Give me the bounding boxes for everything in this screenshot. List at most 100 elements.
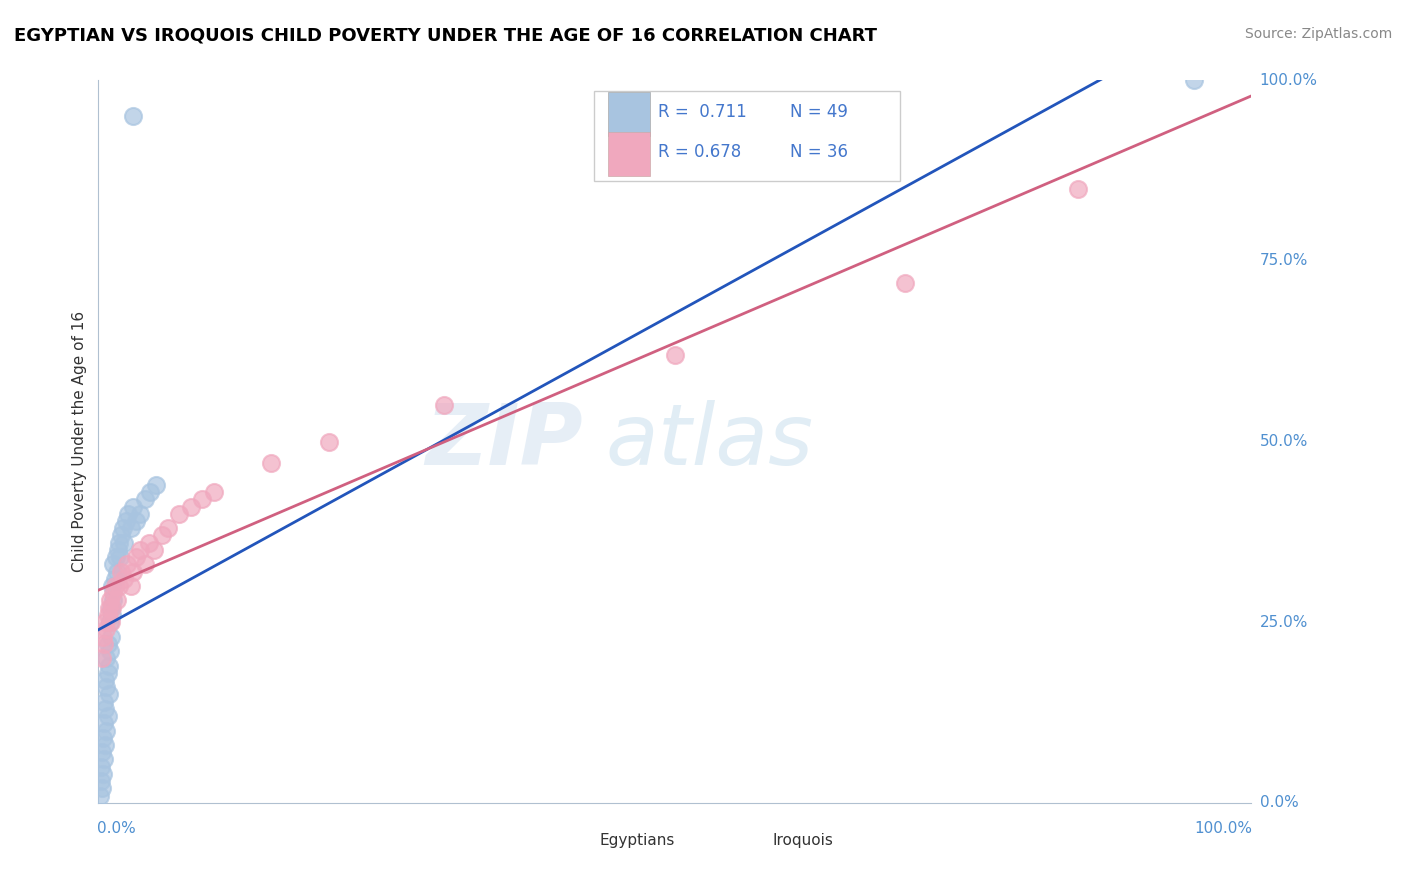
FancyBboxPatch shape (595, 91, 900, 181)
Point (104, 550, 127, 565)
Point (97, 687, 120, 701)
Point (115, 514, 138, 528)
Point (122, 500, 145, 514)
Point (97, 607, 120, 622)
FancyBboxPatch shape (607, 132, 650, 176)
Point (112, 535, 135, 549)
Text: EGYPTIAN VS IROQUOIS CHILD POVERTY UNDER THE AGE OF 16 CORRELATION CHART: EGYPTIAN VS IROQUOIS CHILD POVERTY UNDER… (14, 27, 877, 45)
Text: 25.0%: 25.0% (1260, 615, 1308, 630)
Text: Egyptians: Egyptians (600, 833, 675, 848)
Point (93, 752, 115, 766)
Point (108, 535, 131, 549)
Point (97, 637, 120, 651)
Point (260, 456, 283, 470)
Text: 100.0%: 100.0% (1195, 821, 1253, 836)
Point (90, 774, 112, 789)
Point (122, 110, 145, 124)
Point (90, 651, 112, 665)
Point (97, 709, 120, 723)
Point (117, 507, 139, 521)
Point (129, 507, 152, 521)
Point (150, 528, 173, 542)
Point (100, 615, 122, 630)
Point (120, 521, 142, 535)
Point (180, 500, 202, 514)
Point (101, 600, 124, 615)
Point (94, 702, 117, 716)
Point (101, 607, 124, 622)
Text: Iroquois: Iroquois (773, 833, 834, 848)
Point (98, 644, 121, 658)
Point (318, 434, 340, 449)
Point (94, 615, 117, 630)
Point (110, 528, 132, 542)
Point (96, 680, 118, 694)
Text: atlas: atlas (606, 400, 814, 483)
Y-axis label: Child Poverty Under the Age of 16: Child Poverty Under the Age of 16 (72, 311, 87, 572)
Point (98, 593, 121, 607)
Point (97, 600, 120, 615)
Text: Source: ZipAtlas.com: Source: ZipAtlas.com (1244, 27, 1392, 41)
Point (96, 623, 118, 637)
Point (91, 731, 114, 745)
Point (91, 767, 114, 781)
Point (134, 492, 156, 507)
Point (110, 550, 132, 565)
Point (93, 716, 115, 731)
Point (110, 565, 132, 579)
Point (91, 630, 114, 644)
Text: R = 0.678: R = 0.678 (658, 144, 741, 161)
Point (125, 550, 148, 565)
Point (98, 615, 121, 630)
Point (94, 738, 117, 752)
Point (134, 558, 156, 572)
Point (120, 579, 142, 593)
Text: 0.0%: 0.0% (1260, 796, 1298, 810)
Point (90, 745, 112, 759)
Point (138, 535, 160, 549)
Point (1067, 182, 1090, 196)
Point (103, 586, 125, 600)
FancyBboxPatch shape (735, 820, 766, 844)
Point (117, 558, 139, 572)
Point (100, 630, 122, 644)
Point (167, 507, 190, 521)
Text: R =  0.711: R = 0.711 (658, 103, 747, 121)
Point (664, 348, 686, 362)
Point (107, 542, 129, 557)
Point (103, 579, 125, 593)
Point (101, 579, 124, 593)
Point (129, 542, 152, 557)
Point (96, 723, 118, 738)
Text: N = 36: N = 36 (790, 144, 848, 161)
Point (111, 521, 134, 535)
Point (108, 579, 131, 593)
Point (89, 789, 111, 803)
Point (97, 658, 120, 673)
Point (433, 398, 456, 412)
Point (103, 558, 125, 572)
Point (894, 276, 917, 290)
Point (105, 565, 128, 579)
Point (94, 673, 117, 687)
Point (97, 665, 120, 680)
Point (202, 485, 225, 500)
Point (125, 514, 148, 528)
Point (90, 781, 112, 796)
FancyBboxPatch shape (607, 92, 650, 136)
Point (103, 593, 125, 607)
Point (145, 478, 167, 492)
FancyBboxPatch shape (562, 820, 593, 844)
Text: 75.0%: 75.0% (1260, 253, 1308, 268)
Point (112, 572, 135, 586)
Point (156, 521, 179, 535)
Point (139, 485, 162, 500)
Text: 50.0%: 50.0% (1260, 434, 1308, 449)
Point (103, 572, 125, 586)
Point (1182, 73, 1205, 87)
Point (93, 637, 115, 651)
Text: ZIP: ZIP (425, 400, 582, 483)
Text: 0.0%: 0.0% (97, 821, 136, 836)
Point (96, 651, 118, 665)
Point (90, 760, 112, 774)
